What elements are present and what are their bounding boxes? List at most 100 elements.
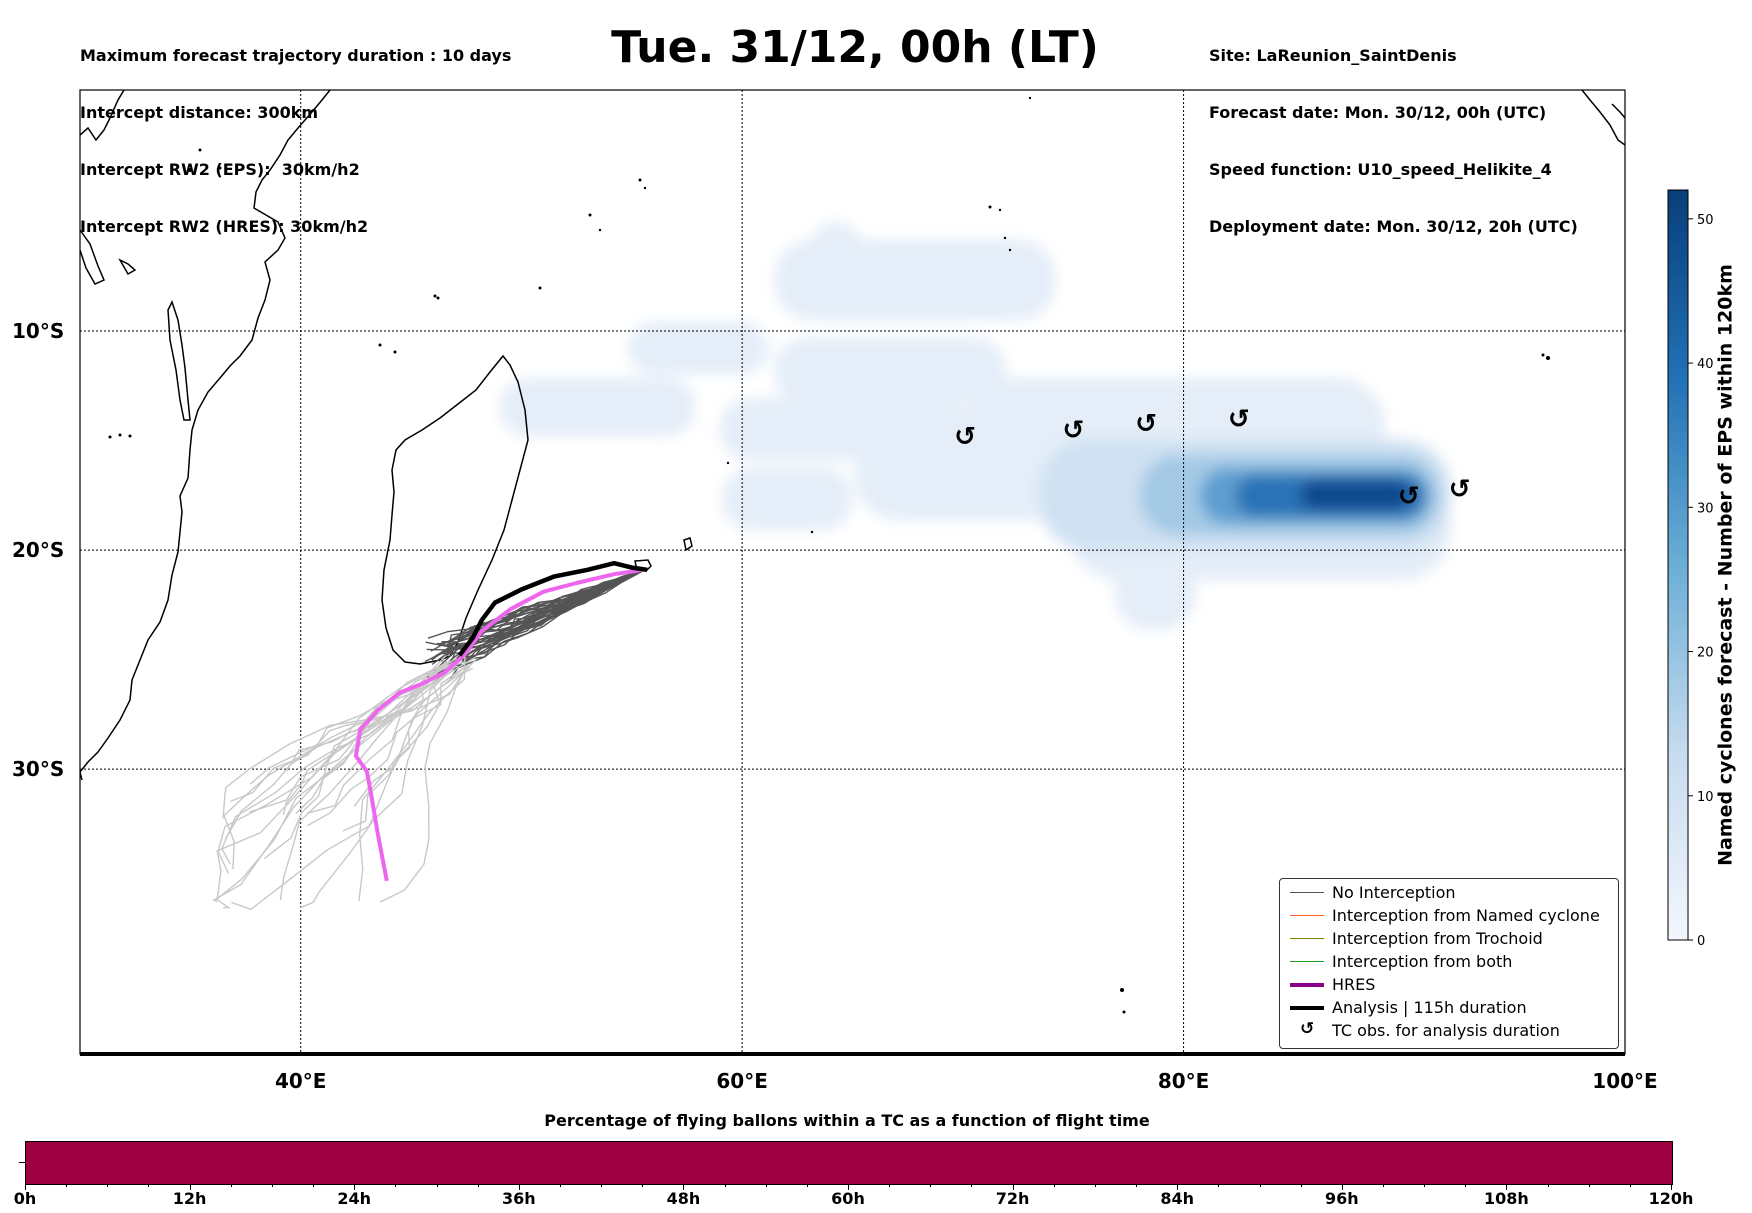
legend-swatch bbox=[1290, 961, 1324, 963]
colorbar-tick-label: 10 bbox=[1697, 790, 1714, 805]
header-left: Maximum forecast trajectory duration : 1… bbox=[80, 8, 511, 255]
legend-tc-obs: ↺ TC obs. for analysis duration bbox=[1280, 1019, 1616, 1042]
hres-track bbox=[353, 567, 644, 882]
colorbar-tick-label: 40 bbox=[1697, 357, 1714, 372]
comoros-coast bbox=[118, 258, 137, 276]
flight-time-tick-mark bbox=[107, 1184, 109, 1187]
flight-time-tick-mark bbox=[477, 1184, 479, 1187]
eps-trajectory bbox=[440, 569, 646, 673]
tc-observations: ↺ ↺ ↺ ↺ ↺ ↺ bbox=[954, 405, 1470, 512]
legend-swatch bbox=[1290, 983, 1324, 987]
flight-time-tick-mark bbox=[601, 1184, 603, 1187]
header-site: Site: LaReunion_SaintDenis bbox=[1209, 46, 1457, 65]
tc-obs-icon: ↺ bbox=[1228, 405, 1250, 435]
eps-trajectory bbox=[358, 656, 466, 902]
flight-time-tick-mark bbox=[271, 1184, 273, 1187]
colorbar-gradient bbox=[1667, 189, 1689, 941]
legend-both: Interception from both bbox=[1280, 950, 1616, 973]
tc-obs-icon: ↺ bbox=[1398, 481, 1420, 511]
eps-trajectory bbox=[433, 569, 646, 672]
eps-trajectory bbox=[307, 665, 467, 827]
flight-time-tick-mark bbox=[930, 1184, 932, 1187]
eps-trajectory bbox=[427, 569, 646, 639]
flight-time-tick-label: 108h bbox=[1483, 1189, 1529, 1208]
africa-coast bbox=[80, 90, 331, 773]
analysis-track bbox=[457, 560, 648, 657]
header-max-duration: Maximum forecast trajectory duration : 1… bbox=[80, 46, 512, 65]
arabia-tip-coast bbox=[1581, 90, 1625, 146]
lon-tick-labels: 40°E 60°E 80°E 100°E bbox=[275, 1069, 1658, 1093]
flight-time-tick-mark bbox=[1259, 1184, 1261, 1187]
legend-hres: HRES bbox=[1280, 973, 1616, 996]
flight-time-tick-mark bbox=[1218, 1184, 1220, 1187]
legend-trochoid: Interception from Trochoid bbox=[1280, 927, 1616, 950]
tc-obs-icon: ↺ bbox=[954, 422, 976, 452]
header-forecast-date: Forecast date: Mon. 30/12, 00h (UTC) bbox=[1209, 103, 1547, 122]
legend-label: Analysis | 115h duration bbox=[1332, 998, 1527, 1017]
legend-swatch bbox=[1290, 892, 1324, 894]
eps-trajectory bbox=[222, 666, 471, 819]
flight-time-tick-mark bbox=[189, 1184, 191, 1190]
eps-trajectory bbox=[231, 659, 476, 911]
madagascar-coast bbox=[381, 354, 529, 665]
flight-time-tick-label: 0h bbox=[13, 1189, 37, 1208]
flight-time-tick-mark bbox=[1053, 1184, 1055, 1187]
flight-time-tick-mark bbox=[806, 1184, 808, 1187]
flight-time-tick-mark bbox=[642, 1184, 644, 1187]
legend-label: Interception from both bbox=[1332, 952, 1513, 971]
header-right: Site: LaReunion_SaintDenis Forecast date… bbox=[1209, 8, 1578, 255]
flight-time-tick-mark bbox=[683, 1184, 685, 1190]
flight-time-tick-mark bbox=[1012, 1184, 1014, 1190]
colorbar-tick-label: 20 bbox=[1697, 646, 1714, 661]
flight-time-tick-label: 60h bbox=[831, 1189, 865, 1208]
legend-swatch bbox=[1290, 938, 1324, 940]
flight-time-tick-mark bbox=[395, 1184, 397, 1187]
lon-tick-label: 100°E bbox=[1592, 1069, 1657, 1093]
flight-time-tick-mark bbox=[518, 1184, 520, 1190]
eps-trajectory bbox=[212, 663, 469, 903]
mauritius-coast bbox=[683, 537, 693, 552]
flight-time-left-tick bbox=[19, 1162, 25, 1163]
legend-swatch bbox=[1290, 915, 1324, 917]
flight-time-tick-mark bbox=[1424, 1184, 1426, 1187]
flight-time-tick-mark bbox=[848, 1184, 849, 1190]
header-intercept-distance: Intercept distance: 300km bbox=[80, 103, 319, 122]
flight-time-tick-mark bbox=[724, 1184, 726, 1187]
flight-time-tick-mark bbox=[1094, 1184, 1096, 1187]
eps-trajectory bbox=[353, 663, 445, 808]
flight-time-tick-mark bbox=[25, 1184, 26, 1190]
horn-coast bbox=[80, 229, 105, 285]
legend-analysis: Analysis | 115h duration bbox=[1280, 996, 1616, 1019]
flight-time-tick-label: 12h bbox=[172, 1189, 207, 1208]
eps-trajectory bbox=[221, 663, 446, 865]
legend-label: HRES bbox=[1332, 975, 1376, 994]
gridlines bbox=[80, 90, 1625, 1054]
flight-time-tick-mark bbox=[436, 1184, 438, 1187]
lat-tick-label: 10°S bbox=[12, 319, 64, 343]
eps-trajectory bbox=[279, 659, 460, 901]
legend-no-interception: No Interception bbox=[1280, 881, 1616, 904]
eps-trajectory bbox=[216, 662, 447, 898]
header-intercept-eps: Intercept RW2 (EPS): 30km/h2 bbox=[80, 160, 360, 179]
flight-time-tick-mark bbox=[889, 1184, 891, 1187]
north-coast bbox=[80, 90, 125, 142]
flight-time-tick-mark bbox=[1671, 1184, 1672, 1190]
flight-time-title: Percentage of flying ballons within a TC… bbox=[544, 1111, 1150, 1130]
flight-time-tick-mark bbox=[1341, 1184, 1343, 1190]
flight-time-tick-label: 120h bbox=[1648, 1189, 1694, 1208]
flight-time-tick-mark bbox=[1177, 1184, 1179, 1190]
flight-time-tick-mark bbox=[971, 1184, 973, 1187]
flight-time-tick-label: 84h bbox=[1160, 1189, 1195, 1208]
flight-time-tick-label: 96h bbox=[1324, 1189, 1359, 1208]
tc-obs-icon: ↺ bbox=[1449, 475, 1471, 505]
flight-time-tick-mark bbox=[1465, 1184, 1467, 1187]
map-figure: ↺ ↺ ↺ ↺ ↺ ↺ 40°E 60°E 80°E 100°E 10°S 20°S 30°S 0 1… bbox=[12, 89, 1714, 1093]
lat-tick-label: 30°S bbox=[12, 757, 64, 781]
tc-obs-icon: ↺ bbox=[1135, 409, 1157, 439]
eps-trajectory bbox=[215, 656, 466, 909]
colorbar-tick-label: 0 bbox=[1697, 934, 1705, 949]
flight-time-tick-mark bbox=[1588, 1184, 1590, 1187]
lon-tick-label: 80°E bbox=[1158, 1069, 1210, 1093]
legend-label: No Interception bbox=[1332, 883, 1456, 902]
map-title: Tue. 31/12, 00h (LT) bbox=[611, 22, 1099, 73]
